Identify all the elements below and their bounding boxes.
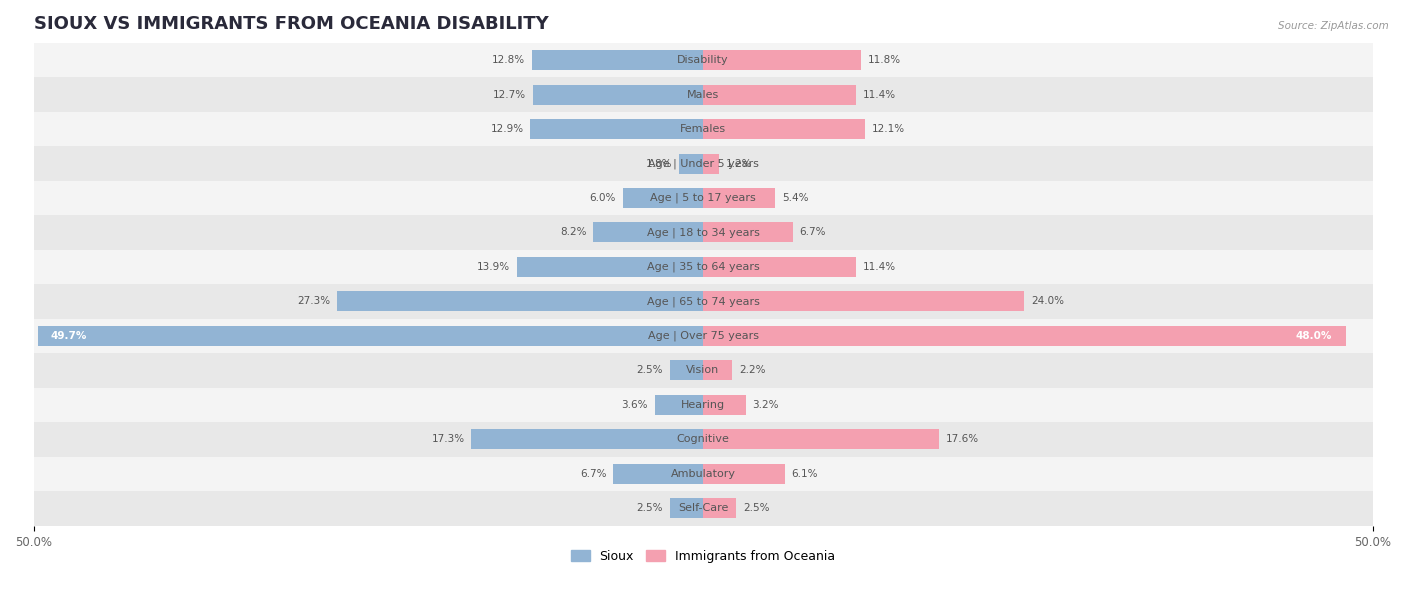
Bar xyxy=(517,257,703,277)
Text: 3.2%: 3.2% xyxy=(752,400,779,410)
Text: 2.2%: 2.2% xyxy=(740,365,766,375)
Bar xyxy=(34,457,1372,491)
Text: 2.5%: 2.5% xyxy=(637,503,662,513)
Text: 2.5%: 2.5% xyxy=(637,365,662,375)
Text: 11.8%: 11.8% xyxy=(868,55,901,65)
Bar xyxy=(669,498,703,518)
Text: 12.1%: 12.1% xyxy=(872,124,905,134)
Bar xyxy=(593,223,703,242)
Text: SIOUX VS IMMIGRANTS FROM OCEANIA DISABILITY: SIOUX VS IMMIGRANTS FROM OCEANIA DISABIL… xyxy=(34,15,548,33)
Bar xyxy=(471,430,703,449)
Bar xyxy=(703,464,785,484)
Text: 2.5%: 2.5% xyxy=(744,503,769,513)
Bar xyxy=(34,387,1372,422)
Bar xyxy=(703,430,939,449)
Text: 12.8%: 12.8% xyxy=(492,55,524,65)
Text: Age | 5 to 17 years: Age | 5 to 17 years xyxy=(650,193,756,203)
Text: 24.0%: 24.0% xyxy=(1031,296,1064,307)
Bar xyxy=(533,84,703,105)
Bar xyxy=(34,77,1372,112)
Bar xyxy=(34,250,1372,284)
Bar xyxy=(669,360,703,381)
Bar xyxy=(34,319,1372,353)
Text: Source: ZipAtlas.com: Source: ZipAtlas.com xyxy=(1278,21,1389,31)
Bar xyxy=(703,50,860,70)
Text: 1.8%: 1.8% xyxy=(645,159,672,168)
Text: 17.3%: 17.3% xyxy=(432,435,464,444)
Bar xyxy=(703,291,1025,312)
Bar xyxy=(34,491,1372,526)
Legend: Sioux, Immigrants from Oceania: Sioux, Immigrants from Oceania xyxy=(565,545,841,567)
Text: Age | 18 to 34 years: Age | 18 to 34 years xyxy=(647,227,759,237)
Bar xyxy=(530,119,703,139)
Text: 6.0%: 6.0% xyxy=(589,193,616,203)
Bar xyxy=(703,154,718,174)
Text: 11.4%: 11.4% xyxy=(862,262,896,272)
Text: Disability: Disability xyxy=(678,55,728,65)
Text: 6.1%: 6.1% xyxy=(792,469,818,479)
Text: 12.9%: 12.9% xyxy=(491,124,523,134)
Bar xyxy=(703,360,733,381)
Text: Ambulatory: Ambulatory xyxy=(671,469,735,479)
Text: Age | Over 75 years: Age | Over 75 years xyxy=(648,330,758,341)
Bar xyxy=(703,498,737,518)
Text: 11.4%: 11.4% xyxy=(862,89,896,100)
Text: Hearing: Hearing xyxy=(681,400,725,410)
Bar xyxy=(703,84,856,105)
Bar xyxy=(34,422,1372,457)
Text: 6.7%: 6.7% xyxy=(800,228,825,237)
Text: 49.7%: 49.7% xyxy=(51,331,87,341)
Bar xyxy=(34,146,1372,181)
Bar xyxy=(34,353,1372,387)
Bar xyxy=(703,188,775,208)
Bar xyxy=(531,50,703,70)
Text: 48.0%: 48.0% xyxy=(1296,331,1333,341)
Text: Age | Under 5 years: Age | Under 5 years xyxy=(648,159,758,169)
Text: Age | 35 to 64 years: Age | 35 to 64 years xyxy=(647,262,759,272)
Bar xyxy=(34,181,1372,215)
Text: 1.2%: 1.2% xyxy=(725,159,752,168)
Bar xyxy=(703,119,865,139)
Bar xyxy=(623,188,703,208)
Bar xyxy=(703,257,856,277)
Text: Females: Females xyxy=(681,124,725,134)
Bar xyxy=(703,223,793,242)
Text: Cognitive: Cognitive xyxy=(676,435,730,444)
Text: 13.9%: 13.9% xyxy=(477,262,510,272)
Text: 8.2%: 8.2% xyxy=(560,228,586,237)
Bar xyxy=(34,43,1372,77)
Bar xyxy=(38,326,703,346)
Bar xyxy=(703,326,1346,346)
Text: 5.4%: 5.4% xyxy=(782,193,808,203)
Text: 27.3%: 27.3% xyxy=(298,296,330,307)
Text: Males: Males xyxy=(688,89,718,100)
Bar xyxy=(613,464,703,484)
Text: 17.6%: 17.6% xyxy=(945,435,979,444)
Text: 12.7%: 12.7% xyxy=(494,89,526,100)
Bar xyxy=(337,291,703,312)
Text: Age | 65 to 74 years: Age | 65 to 74 years xyxy=(647,296,759,307)
Text: 6.7%: 6.7% xyxy=(581,469,606,479)
Text: Vision: Vision xyxy=(686,365,720,375)
Text: 3.6%: 3.6% xyxy=(621,400,648,410)
Bar xyxy=(34,284,1372,319)
Bar xyxy=(34,215,1372,250)
Bar xyxy=(655,395,703,415)
Bar xyxy=(679,154,703,174)
Text: Self-Care: Self-Care xyxy=(678,503,728,513)
Bar xyxy=(703,395,745,415)
Bar xyxy=(34,112,1372,146)
